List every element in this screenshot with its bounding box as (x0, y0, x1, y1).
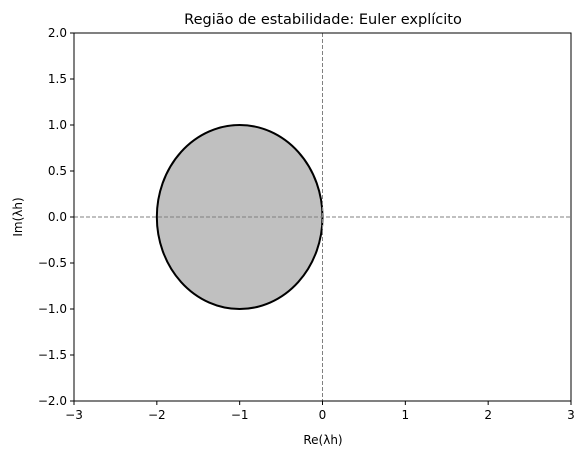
y-tick-label: −1.5 (38, 348, 67, 362)
x-tick-label: −3 (65, 408, 83, 422)
plot-area (70, 32, 572, 405)
y-tick-label: −2.0 (38, 394, 67, 408)
x-tick-label: −2 (148, 408, 166, 422)
y-axis-label: Im(λh) (11, 197, 25, 236)
y-tick-label: 0.0 (48, 210, 67, 224)
x-tick-label: 0 (319, 408, 327, 422)
y-tick-label: 2.0 (48, 26, 67, 40)
x-tick-label: 3 (567, 408, 575, 422)
y-tick-label: 1.5 (48, 72, 67, 86)
y-tick-label: 0.5 (48, 164, 67, 178)
chart-title: Região de estabilidade: Euler explícito (184, 12, 462, 28)
x-tick-label: −1 (231, 408, 249, 422)
y-tick-label: 1.0 (48, 118, 67, 132)
x-tick-label: 1 (402, 408, 410, 422)
x-axis-label: Re(λh) (303, 433, 342, 447)
x-tick-label: 2 (484, 408, 492, 422)
y-tick-label: −0.5 (38, 256, 67, 270)
y-tick-label: −1.0 (38, 302, 67, 316)
